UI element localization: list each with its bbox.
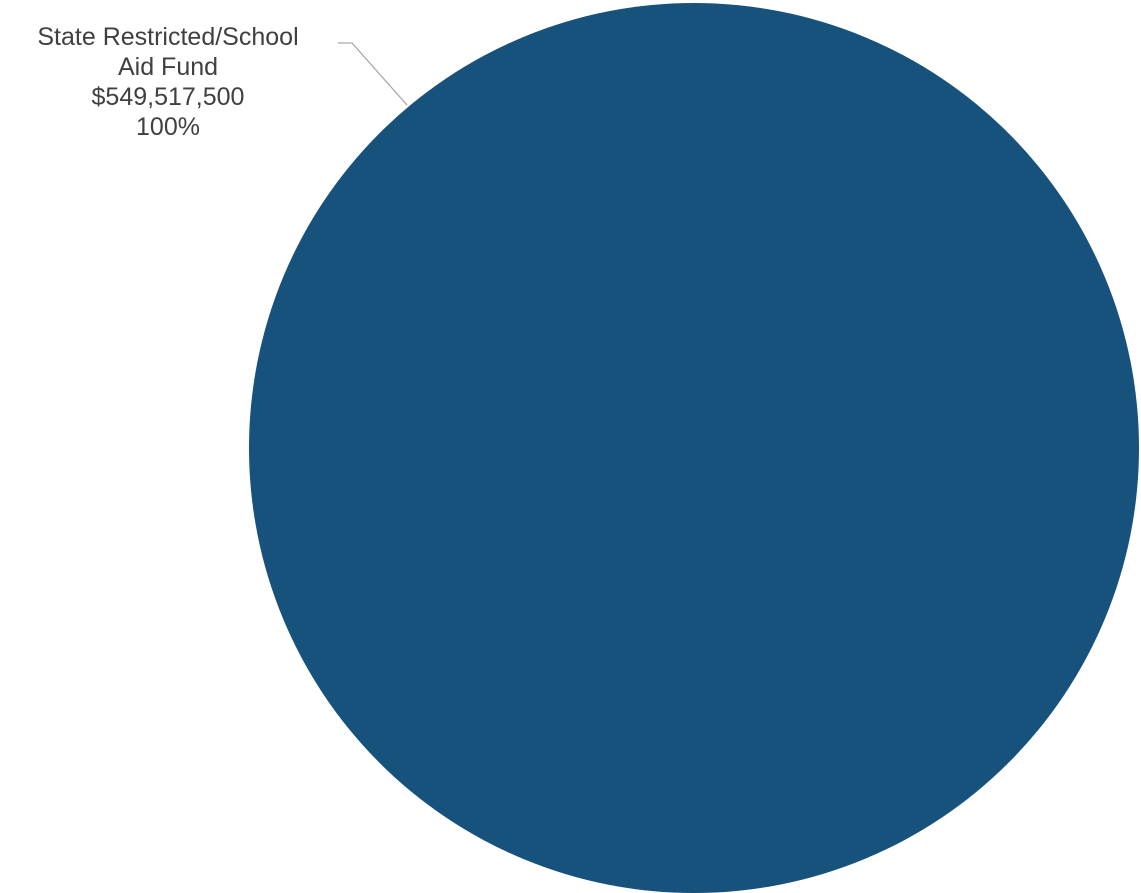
slice-labels: State Restricted/School Aid Fund $549,517,… [37,23,408,141]
slice-value-label: $549,517,500 [92,83,245,111]
slice-percent-label: 100% [136,113,200,141]
pie-slice [249,3,1139,893]
slice-category-label: Aid Fund [118,53,218,81]
pie-slices [249,3,1139,893]
slice-label: State Restricted/School Aid Fund $549,517,… [37,23,298,141]
leader-line [338,42,408,106]
slice-category-label: State Restricted/School [37,23,298,51]
